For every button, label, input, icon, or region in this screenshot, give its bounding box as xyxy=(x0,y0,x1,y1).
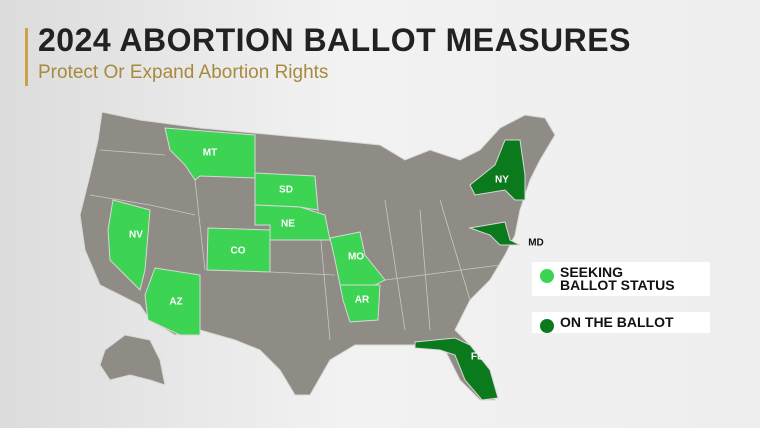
border xyxy=(439,199,471,301)
state-borders xyxy=(89,149,501,341)
legend-label: ON THE BALLOT xyxy=(560,314,674,330)
legend-label: SEEKING BALLOT STATUS xyxy=(560,264,675,293)
border xyxy=(384,199,406,331)
state xyxy=(254,172,319,211)
state xyxy=(107,199,151,291)
legend-dot xyxy=(540,269,554,283)
legend-item: ON THE BALLOT xyxy=(532,312,710,333)
state xyxy=(144,267,201,336)
border xyxy=(194,179,206,271)
state-label: AR xyxy=(355,295,370,306)
states: MT SD NE NV CO AZ MO AR NY MD FL xyxy=(107,127,544,401)
legend-item: SEEKING BALLOT STATUS xyxy=(532,262,710,296)
state xyxy=(254,204,331,241)
state xyxy=(414,337,499,401)
state-label: AZ xyxy=(169,297,182,308)
border xyxy=(149,204,196,216)
border xyxy=(419,209,431,331)
state-label: FL xyxy=(471,352,483,363)
subtitle: Protect Or Expand Abortion Rights xyxy=(38,62,329,83)
border xyxy=(89,194,151,206)
state xyxy=(206,227,271,273)
border xyxy=(269,271,336,276)
state xyxy=(339,284,381,323)
state-label: MT xyxy=(203,148,217,159)
state-label: NE xyxy=(281,219,295,230)
state xyxy=(329,231,386,286)
border xyxy=(99,149,166,156)
state xyxy=(468,221,521,246)
state-label: MO xyxy=(348,252,364,263)
accent-bar xyxy=(25,28,28,86)
legend-dot xyxy=(540,319,554,333)
state xyxy=(164,127,256,181)
state-label: CO xyxy=(231,246,246,257)
state-label: NY xyxy=(495,175,509,186)
state xyxy=(469,139,526,201)
state-label: MD xyxy=(528,238,544,249)
border xyxy=(384,264,501,281)
alaska xyxy=(99,334,166,386)
title: 2024 ABORTION BALLOT MEASURES xyxy=(38,22,631,58)
state-label: NV xyxy=(129,230,143,241)
state-label: SD xyxy=(279,185,293,196)
